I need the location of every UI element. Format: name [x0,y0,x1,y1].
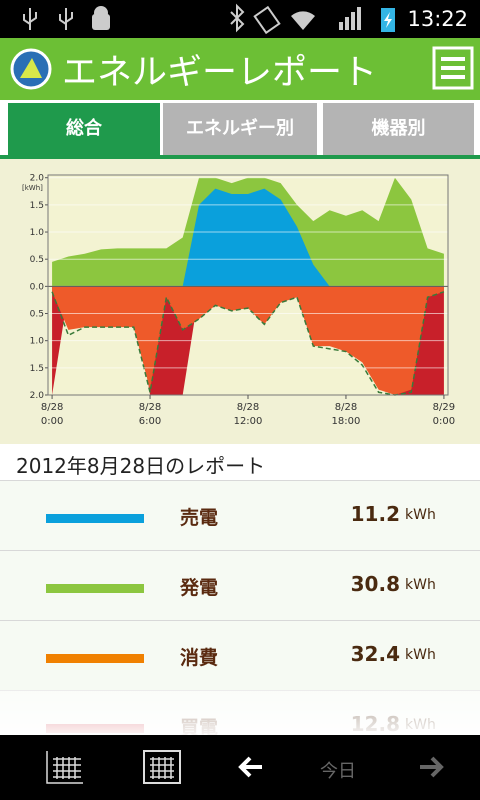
x-tick-label: 8/29 0:00 [432,402,456,427]
x-tick-label: 8/28 18:00 [331,402,361,427]
tab[interactable]: 機器別 [323,103,474,155]
legend-swatch [46,654,144,663]
item-unit: kWh [405,577,436,593]
series-line [51,291,445,396]
y-unit: [kWh] [22,184,43,192]
y-tick-label: 1.0 [30,228,45,238]
y-tick-label: 0.5 [30,310,44,320]
y-tick-label: 0.5 [30,255,44,265]
legend-swatch [46,514,144,523]
calendar-button[interactable] [142,749,182,785]
item-value: 30.8 [350,572,400,596]
status-icons-right [230,3,395,35]
x-tick-label: 8/28 0:00 [40,402,64,427]
item-value: 32.4 [350,642,400,666]
item-unit: kWh [405,507,436,523]
status-icons [23,6,110,30]
report-title: 2012年8月28日のレポート [16,454,266,478]
x-tick-label: 8/28 12:00 [233,402,263,427]
y-tick-label: 1.5 [30,364,44,374]
month-button[interactable] [45,749,85,785]
bottom-bar: 今日 [0,735,480,800]
prev-button[interactable] [236,753,266,781]
report-row: 発電 30.8 kWh [0,550,480,621]
fade-overlay [0,690,480,735]
tab-bar: 総合 エネルギー別 機器別 [0,100,480,160]
x-tick-label: 8/28 6:00 [138,402,162,427]
y-tick-label: 2.0 [30,391,45,401]
y-tick-label: 1.0 [30,337,45,347]
item-name: 売電 [180,507,219,529]
app-icon [10,48,52,90]
report-row: 売電 11.2 kWh [0,480,480,551]
y-tick-label: 0.0 [30,282,45,292]
menu-button[interactable] [432,46,474,90]
tab[interactable]: 総合 [8,103,160,155]
y-tick-label: 2.0 [30,174,45,184]
chart: 2.01.51.00.50.00.51.01.52.0[kWh] [22,174,449,401]
item-unit: kWh [405,647,436,663]
report-row: 消費 32.4 kWh [0,620,480,691]
y-tick-label: 1.5 [30,201,44,211]
today-button[interactable]: 今日 [320,761,356,782]
item-name: 発電 [180,577,219,599]
item-name: 消費 [180,647,219,669]
item-value: 11.2 [350,502,400,526]
status-bar: 13:22 [0,0,480,38]
clock: 13:22 [407,7,468,31]
app-title: エネルギーレポート [62,53,378,93]
tab-underline [0,155,480,159]
app-bar: エネルギーレポート [0,38,480,100]
series-area [52,188,444,287]
next-button[interactable] [416,753,446,781]
legend-swatch [46,584,144,593]
chart-panel: 2.0 1.5 1.0 0.5 0.0 0.5 1.0 1.5 2.0 [kWh] 8/28 0:… [0,159,480,444]
tab[interactable]: エネルギー別 [163,103,317,155]
